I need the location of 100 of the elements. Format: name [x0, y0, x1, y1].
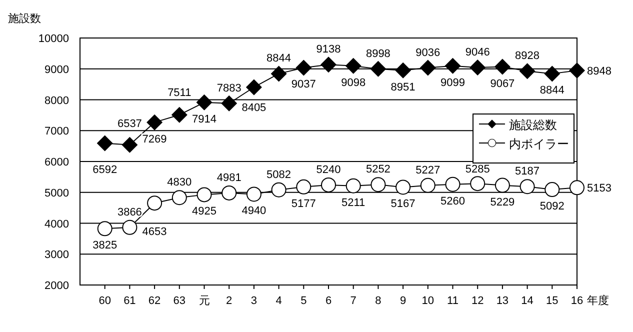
x-tick-label: 60: [98, 295, 111, 307]
data-label: 9138: [316, 44, 341, 56]
data-label: 4830: [167, 176, 192, 189]
point: [196, 94, 212, 110]
data-label: 8948: [587, 65, 612, 78]
data-label: 5211: [342, 196, 366, 209]
data-label: 6537: [117, 118, 142, 130]
x-tick-label: 元: [198, 295, 210, 307]
data-label: 4981: [216, 172, 242, 184]
point: [395, 62, 412, 78]
x-tick-label: 2: [226, 295, 232, 307]
x-tick-label: 63: [173, 295, 186, 307]
y-tick-label: 8000: [44, 94, 69, 107]
x-tick-label: 16: [570, 295, 584, 307]
point: [420, 60, 436, 76]
point: [246, 186, 262, 202]
point: [96, 135, 113, 152]
data-label: 5177: [291, 198, 316, 210]
point: [296, 179, 312, 194]
data-label: 8998: [366, 48, 390, 60]
point: [246, 79, 262, 96]
data-label: 8928: [515, 50, 540, 62]
data-label: 5187: [515, 166, 540, 178]
data-label: 5167: [390, 198, 416, 210]
point: [370, 60, 386, 77]
point: [320, 56, 336, 73]
point: [520, 179, 535, 194]
x-tick-label: 8: [375, 295, 382, 307]
data-label: 7883: [216, 82, 242, 94]
point: [445, 176, 460, 192]
data-label: 7269: [142, 133, 167, 146]
point: [196, 187, 212, 202]
data-label: 5092: [540, 200, 564, 213]
data-label: 4940: [242, 205, 266, 218]
point: [221, 95, 238, 112]
point: [171, 106, 188, 123]
ylabel: 施設数: [8, 13, 41, 25]
point: [470, 176, 486, 192]
data-label: 9067: [490, 78, 515, 90]
data-label: 5227: [416, 164, 440, 176]
data-label: 4653: [142, 226, 167, 238]
data-label: 5229: [490, 196, 515, 208]
point: [147, 196, 162, 211]
x-tick-label: 61: [124, 295, 136, 307]
point: [270, 66, 287, 82]
data-label: 6592: [92, 164, 118, 176]
point: [544, 182, 560, 198]
x-tick-label: 7: [350, 295, 356, 307]
xlabel: 年度: [587, 295, 609, 307]
point: [321, 177, 336, 192]
y-tick-label: 6000: [44, 156, 69, 168]
data-label: 5153: [587, 182, 612, 195]
x-tick-label: 9: [400, 295, 406, 307]
y-tick-label: 4000: [44, 218, 69, 230]
y-tick-label: 3000: [44, 249, 69, 262]
y-tick-label: 5000: [44, 187, 69, 200]
point: [494, 58, 510, 75]
point: [346, 178, 361, 194]
data-label: 9046: [465, 46, 490, 58]
point: [222, 185, 237, 200]
data-label: 8951: [390, 81, 416, 94]
x-tick-label: 3: [250, 295, 258, 307]
legend-label: 内ボイラー: [509, 137, 569, 151]
legend-label: 施設総数: [509, 118, 557, 132]
x-tick-label: 12: [471, 295, 484, 307]
point: [470, 59, 486, 76]
data-label: 9037: [291, 78, 316, 91]
x-tick-label: 10: [422, 295, 434, 307]
point: [345, 58, 362, 74]
data-label: 4925: [192, 206, 216, 218]
data-label: 9036: [416, 46, 440, 59]
y-tick-label: 7000: [44, 126, 69, 138]
point: [271, 182, 286, 198]
data-label: 7914: [192, 113, 216, 126]
point: [122, 136, 138, 153]
y-tick-label: 10000: [38, 33, 69, 45]
point: [444, 58, 461, 74]
data-label: 8405: [242, 102, 266, 114]
data-label: 5285: [465, 164, 490, 176]
data-label: 9098: [341, 76, 366, 89]
x-tick-label: 14: [521, 295, 534, 307]
data-label: 8844: [540, 84, 564, 97]
x-tick-label: 13: [496, 295, 509, 307]
x-tick-label: 4: [276, 295, 282, 307]
point: [370, 177, 386, 192]
x-tick-label: 15: [546, 295, 558, 307]
point: [146, 114, 163, 130]
y-tick-label: 2000: [44, 280, 69, 292]
data-label: 9099: [440, 76, 465, 89]
data-label: 3825: [92, 240, 118, 252]
data-label: 8844: [266, 52, 292, 65]
data-label: 5252: [366, 164, 390, 176]
data-label: 5260: [440, 195, 465, 208]
y-tick-label: 9000: [44, 64, 69, 76]
data-label: 7511: [168, 86, 192, 99]
data-label: 5082: [266, 168, 292, 181]
data-label: 5240: [316, 164, 341, 176]
x-tick-label: 6: [325, 295, 332, 307]
point: [172, 190, 187, 206]
x-tick-label: 5: [300, 295, 307, 307]
